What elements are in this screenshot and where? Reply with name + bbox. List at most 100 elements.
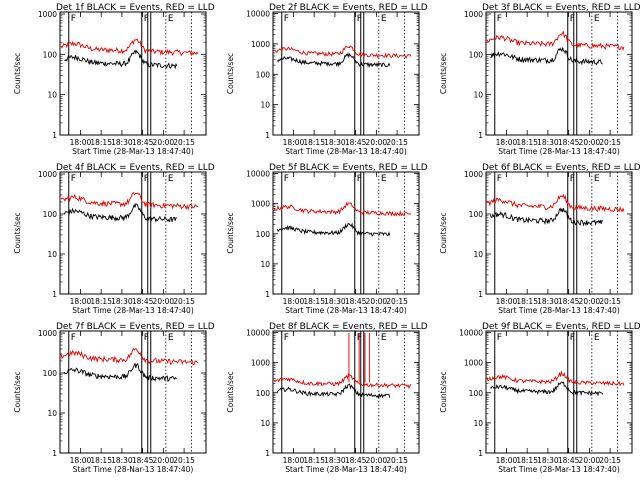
events-series-line <box>489 207 604 227</box>
flag-label: E <box>594 333 600 343</box>
y-tick-label: 100 <box>469 50 484 59</box>
x-tick-label: 18:30 <box>111 456 133 465</box>
x-axis-label: Start Time (28-Mar-13 18:47:40) <box>285 306 407 315</box>
y-tick-label: 10000 <box>246 329 270 338</box>
x-tick-label: 20:15 <box>173 138 195 147</box>
y-tick-label: 1 <box>478 290 483 299</box>
y-axis-label: Counts/sec <box>439 212 448 253</box>
y-tick-label: 100 <box>256 230 271 239</box>
y-tick-label: 10 <box>473 250 483 259</box>
flag-label: F <box>144 174 149 184</box>
flag-label: F <box>71 174 76 184</box>
y-tick-label: 10000 <box>246 170 270 179</box>
x-tick-label: 18:00 <box>70 456 92 465</box>
events-series-line <box>64 203 178 223</box>
events-series-line <box>490 47 603 66</box>
y-tick-label: 1000 <box>251 359 270 368</box>
y-tick-label: 1000 <box>251 40 270 49</box>
flag-label: F <box>71 333 76 343</box>
y-tick-label: 100 <box>43 50 58 59</box>
y-tick-label: 1 <box>265 290 270 299</box>
lld-series-line <box>486 370 625 387</box>
x-tick-label: 20:15 <box>386 297 408 306</box>
plot-frame <box>272 11 420 136</box>
flag-label: F <box>71 14 76 24</box>
x-tick-label: 20:15 <box>386 456 408 465</box>
x-tick-label: 20:00 <box>579 138 601 147</box>
plot-title: Det 2f BLACK = Events, RED = LLD <box>269 3 428 13</box>
x-axis-label: Start Time (28-Mar-13 18:47:40) <box>285 465 407 474</box>
y-tick-label: 10 <box>260 260 270 269</box>
flag-label: F <box>144 14 149 24</box>
lld-series-line <box>60 38 199 57</box>
y-tick-label: 10 <box>260 101 270 110</box>
x-tick-label: 18:30 <box>537 138 559 147</box>
x-tick-label: 18:15 <box>516 297 538 306</box>
y-axis-label: Counts/sec <box>13 53 22 94</box>
x-axis-label: Start Time (28-Nar-13 18:47:40) <box>73 465 194 474</box>
x-tick-label: 18:30 <box>111 297 133 306</box>
plot-frame <box>485 330 633 454</box>
x-tick-label: 20:00 <box>153 456 175 465</box>
x-tick-label: 18:45 <box>558 138 580 147</box>
y-tick-label: 1 <box>265 449 270 458</box>
x-tick-label: 18:30 <box>111 138 133 147</box>
x-tick-label: 18:00 <box>496 297 518 306</box>
x-tick-label: 18:15 <box>90 297 112 306</box>
x-tick-label: 18:00 <box>283 138 305 147</box>
detector-panel-3: Det 3f BLACK = Events, RED = LLD 1 10 100 10… <box>439 3 640 156</box>
y-axis-label: Counts/sec <box>13 212 22 253</box>
y-tick-label: 10 <box>47 409 57 418</box>
events-series-line <box>277 383 391 399</box>
plot-frame <box>59 171 207 295</box>
x-tick-label: 18:45 <box>132 297 154 306</box>
y-tick-label: 1000 <box>38 170 57 179</box>
plot-title: Det 1f BLACK = Events, RED = LLD <box>56 3 215 13</box>
lld-series-line <box>273 201 412 217</box>
y-tick-label: 1 <box>52 131 57 140</box>
x-tick-label: 18:00 <box>496 456 518 465</box>
x-tick-label: 18:00 <box>496 138 518 147</box>
y-tick-label: 10000 <box>459 329 483 338</box>
y-tick-label: 100 <box>469 210 484 219</box>
x-tick-label: 20:00 <box>579 456 601 465</box>
x-tick-label: 20:15 <box>386 138 408 147</box>
flag-label: E <box>594 14 600 24</box>
y-tick-label: 1000 <box>38 10 57 19</box>
events-series-line <box>63 362 177 383</box>
y-tick-label: 1000 <box>38 329 57 338</box>
x-tick-label: 18:15 <box>516 138 538 147</box>
y-tick-label: 1000 <box>464 359 483 368</box>
flag-label: F <box>570 14 575 24</box>
flag-label: F <box>497 174 502 184</box>
plot-title: Det 4f BLACK = Events, RED = LLD <box>56 163 215 173</box>
y-tick-label: 1 <box>478 131 483 140</box>
lld-series-line <box>60 347 199 366</box>
x-tick-label: 18:00 <box>283 456 305 465</box>
x-tick-label: 20:00 <box>366 138 388 147</box>
plot-frame <box>485 171 633 295</box>
plot-title: Det 6f BLACK = Events, RED = LLD <box>482 163 640 173</box>
y-tick-label: 10 <box>473 419 483 428</box>
events-series-line <box>277 52 391 68</box>
plot-title: Det 9f BLACK = Events, RED = LLD <box>482 322 640 332</box>
y-tick-label: 100 <box>469 389 484 398</box>
x-tick-label: 20:00 <box>366 456 388 465</box>
x-tick-label: 18:45 <box>345 297 367 306</box>
x-tick-label: 18:45 <box>558 297 580 306</box>
y-tick-label: 1000 <box>464 170 483 179</box>
plot-title: Det 5f BLACK = Events, RED = LLD <box>269 163 428 173</box>
flag-label: F <box>497 333 502 343</box>
y-tick-label: 10000 <box>246 10 270 19</box>
events-series-line <box>490 381 604 397</box>
x-tick-label: 20:15 <box>599 297 621 306</box>
events-series-line <box>64 49 178 70</box>
y-tick-label: 100 <box>256 70 271 79</box>
x-tick-label: 20:15 <box>599 138 621 147</box>
x-tick-label: 18:15 <box>303 138 325 147</box>
y-tick-label: 100 <box>43 369 58 378</box>
flag-label: F <box>284 333 289 343</box>
y-axis-label: Counts/sec <box>226 212 235 253</box>
flag-label: F <box>284 174 289 184</box>
flag-label: E <box>168 174 174 184</box>
